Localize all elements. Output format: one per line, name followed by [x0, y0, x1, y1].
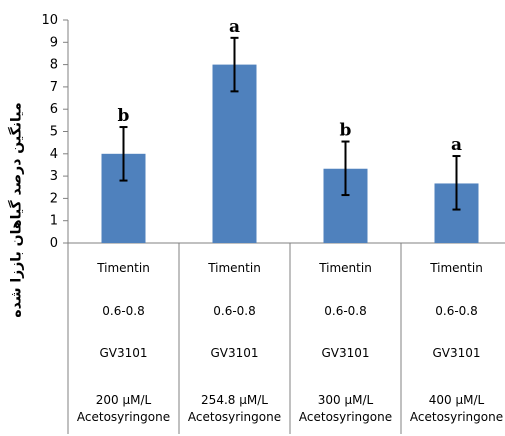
y-tick-label: 2 — [50, 191, 58, 206]
category-label-line: GV3101 — [99, 346, 147, 360]
y-tick-label: 6 — [50, 102, 58, 117]
category-label-line: 400 µM/L — [429, 393, 485, 407]
y-tick-label: 8 — [50, 58, 58, 73]
y-tick-label: 5 — [50, 125, 58, 140]
significance-letters: b a b a — [118, 17, 462, 155]
category-label-line: 300 µM/L — [318, 393, 374, 407]
category-label-line: 0.6-0.8 — [324, 304, 367, 318]
significance-letter: b — [118, 106, 130, 126]
category-table: Timentin 0.6-0.8 GV3101 200 µM/L Acetosyring… — [67, 243, 503, 434]
category-label-line: Acetosyringone — [299, 410, 392, 424]
y-tick-label: 4 — [50, 147, 58, 162]
category-label-line: 0.6-0.8 — [435, 304, 478, 318]
category-label-line: 200 µM/L — [96, 393, 152, 407]
y-tick-label: 10 — [41, 13, 58, 28]
category-label-line: GV3101 — [321, 346, 369, 360]
y-axis-label-box: میانگین درصد گیاهان باززا شده — [2, 60, 32, 360]
y-tick-label: 7 — [50, 80, 58, 95]
y-tick-label: 0 — [50, 236, 58, 251]
error-bars — [119, 36, 461, 211]
category-label-line: GV3101 — [432, 346, 480, 360]
category-label-line: 0.6-0.8 — [102, 304, 145, 318]
y-tick-label: 1 — [50, 214, 58, 229]
significance-letter: a — [451, 135, 462, 155]
y-axis-label: میانگین درصد گیاهان باززا شده — [9, 102, 26, 318]
category-label-line: GV3101 — [210, 346, 258, 360]
y-tick-label: 3 — [50, 169, 58, 184]
significance-letter: b — [340, 121, 352, 141]
category-label-line: 0.6-0.8 — [213, 304, 256, 318]
category-label-line: Acetosyringone — [77, 410, 170, 424]
category-label-line: Timentin — [429, 261, 483, 275]
category-label-line: Timentin — [207, 261, 261, 275]
bars — [101, 64, 479, 243]
category-label-line: Timentin — [318, 261, 372, 275]
category-label-line: Acetosyringone — [410, 410, 503, 424]
significance-letter: a — [229, 17, 240, 37]
category-label-line: Acetosyringone — [188, 410, 281, 424]
y-tick-label: 9 — [50, 35, 58, 50]
bar — [212, 64, 257, 243]
category-label-line: Timentin — [96, 261, 150, 275]
category-label-line: 254.8 µM/L — [201, 393, 268, 407]
